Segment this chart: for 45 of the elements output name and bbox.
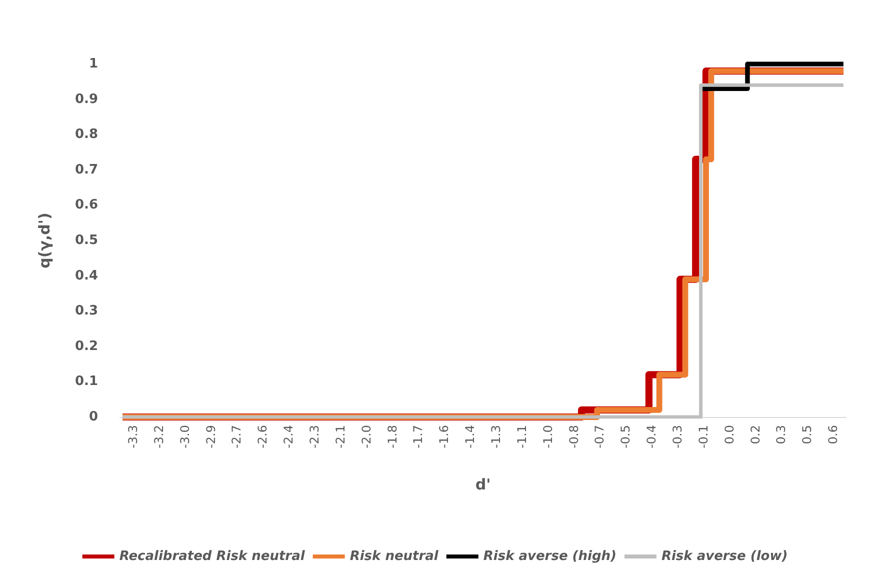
x-tick-label: -0.7 — [592, 425, 607, 448]
x-tick-label: -1.7 — [411, 425, 426, 448]
x-tick-label: -0.4 — [644, 425, 659, 448]
y-tick-label: 0.6 — [74, 198, 98, 213]
x-tick-label: -1.4 — [463, 425, 478, 448]
x-tick-label: -0.5 — [618, 425, 633, 448]
x-tick-label: -3.2 — [152, 425, 166, 448]
legend-label: Risk averse (high) — [483, 549, 616, 564]
x-tick-label: -3.3 — [126, 425, 140, 448]
y-tick-label: 0.1 — [74, 374, 98, 390]
x-tick-label: -2.0 — [359, 425, 374, 448]
y-tick-label: 0.8 — [74, 127, 98, 142]
x-tick-label: -0.8 — [566, 425, 581, 448]
y-tick-label: 0.3 — [74, 304, 98, 319]
x-tick-label: -2.9 — [204, 425, 218, 448]
x-tick-label: -1.8 — [385, 425, 400, 448]
x-tick-label: -2.3 — [307, 425, 322, 448]
x-tick-label: 0.2 — [748, 425, 762, 444]
legend-label: Risk averse (low) — [661, 549, 788, 564]
x-tick-label: -2.4 — [282, 425, 296, 448]
x-tick-label: -3.0 — [178, 425, 192, 448]
legend-label: Recalibrated Risk neutral — [119, 549, 306, 564]
x-tick-label: -1.6 — [437, 425, 452, 448]
x-tick-label: -0.1 — [696, 425, 710, 448]
y-axis-title: q(γ,d') — [36, 212, 54, 268]
y-tick-label: 1 — [88, 56, 98, 72]
y-tick-label: 0.9 — [74, 92, 98, 107]
x-tick-label: -2.7 — [230, 425, 244, 448]
x-tick-label: 0.0 — [722, 425, 736, 444]
x-tick-label: -0.3 — [670, 425, 684, 448]
x-tick-label: 0.5 — [800, 425, 814, 444]
x-tick-label: -2.6 — [256, 425, 270, 448]
x-axis-title: d' — [475, 476, 491, 494]
legend-label: Risk neutral — [350, 549, 439, 564]
x-tick-label: 0.6 — [826, 425, 840, 444]
x-tick-label: -1.3 — [488, 425, 503, 448]
y-tick-label: 0.7 — [74, 162, 98, 178]
y-tick-label: 0 — [88, 410, 98, 424]
y-tick-label: 0.4 — [74, 268, 98, 284]
x-tick-label: -1.0 — [540, 425, 555, 448]
x-tick-label: -2.1 — [333, 425, 348, 448]
y-tick-label: 0.2 — [74, 338, 98, 354]
y-tick-label: 0.5 — [74, 233, 98, 248]
x-tick-label: 0.3 — [774, 425, 788, 444]
x-tick-label: -1.1 — [514, 425, 529, 448]
